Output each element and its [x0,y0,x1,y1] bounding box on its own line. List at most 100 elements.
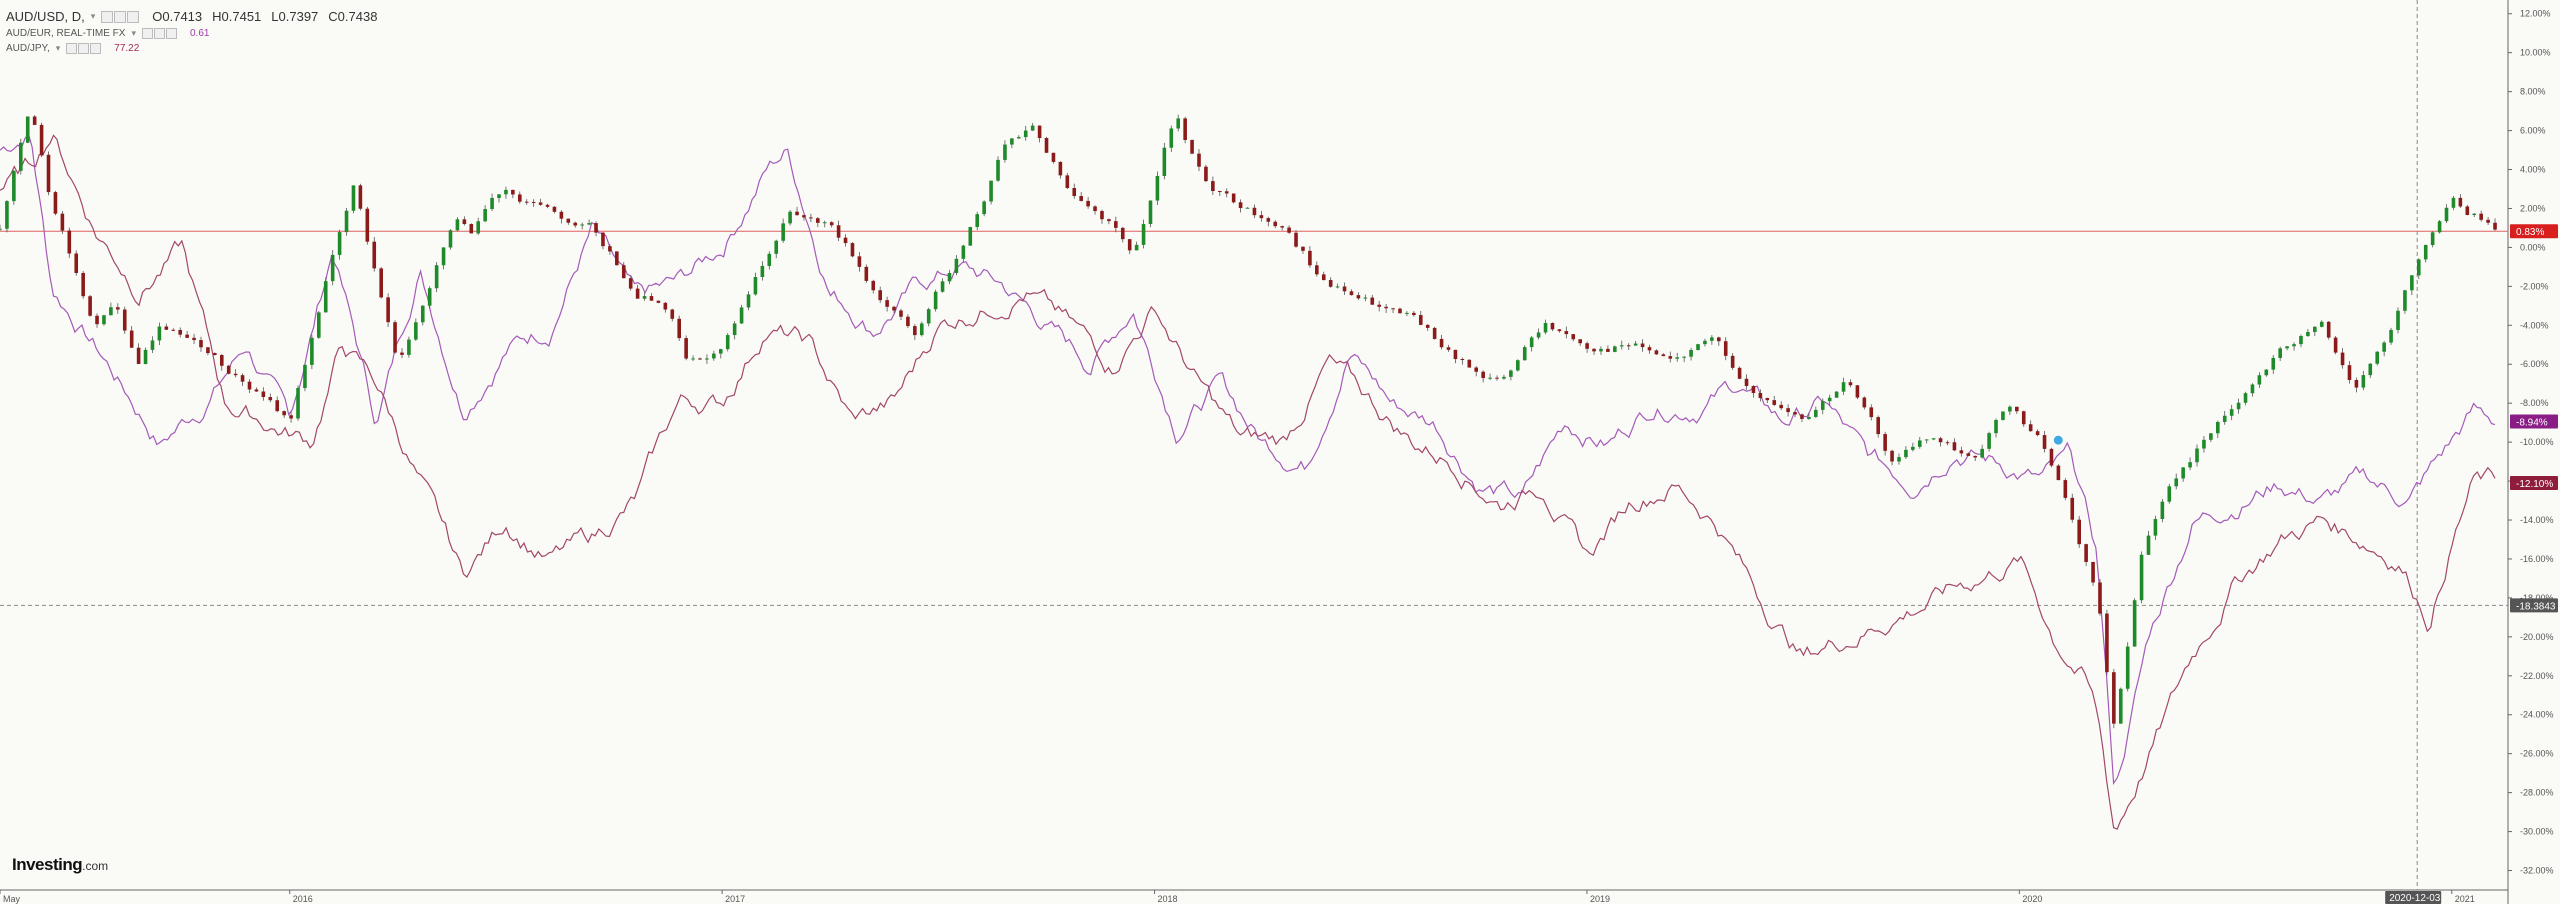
candle-body [1835,392,1839,398]
candle-body [1107,219,1111,221]
candle-body [1627,345,1631,346]
candle-body [1336,286,1340,287]
sub2-symbol[interactable]: AUD/JPY, [6,43,50,54]
close-icon[interactable] [127,11,139,23]
candle-body [615,251,619,265]
open-value: O0.7413 [152,9,202,24]
x-tick-label: 2017 [725,894,745,904]
candle-body [1322,274,1326,280]
candle-body [1807,417,1811,419]
settings-icon[interactable] [142,28,153,39]
candle-body [2015,407,2019,411]
candle-body [622,265,626,278]
candle-body [934,292,938,309]
candle-body [2320,322,2324,327]
candle-body [88,296,92,316]
candle-body [2251,385,2255,394]
candle-body [428,288,432,305]
sub1-symbol[interactable]: AUD/EUR, REAL-TIME FX [6,28,125,39]
candle-body [1128,239,1132,250]
candle-body [1433,328,1437,339]
hide-icon[interactable] [114,11,126,23]
x-tick-label: 2018 [1158,894,1178,904]
candle-body [1994,420,1998,433]
candle-body [1287,228,1291,233]
candle-body [851,243,855,256]
candle-body [504,190,508,194]
candle-body [379,268,383,297]
candle-body [587,223,591,224]
candle-body [2445,208,2449,221]
candle-body [885,300,889,307]
candle-body [1738,368,1742,379]
candle-body [768,254,772,266]
y-tick-label: 12.00% [2520,9,2551,19]
candle-body [511,190,515,195]
candle-body [2057,466,2061,481]
settings-icon[interactable] [66,43,77,54]
sub2-dropdown-icon[interactable]: ▾ [56,43,61,54]
candle-body [1890,451,1894,462]
sub2-value: 77.22 [114,43,139,54]
close-icon[interactable] [90,43,101,54]
candle-body [1786,408,1790,412]
candle-body [1717,337,1721,341]
candle-body [1114,221,1118,228]
hide-icon[interactable] [78,43,89,54]
candle-body [594,223,598,233]
sub1-dropdown-icon[interactable]: ▾ [131,28,136,39]
candle-body [74,253,78,272]
candle-body [747,294,751,307]
candle-body [858,256,862,267]
candle-body [1419,315,1423,325]
candle-body [1946,442,1950,443]
candle-body [476,221,480,233]
y-tick-label: -2.00% [2520,281,2549,291]
hide-icon[interactable] [154,28,165,39]
candle-body [2133,600,2137,646]
candle-body [1474,368,1478,372]
candle-body [1467,360,1471,368]
candle-body [525,202,529,203]
candle-body [1745,379,1749,386]
candle-body [2029,424,2033,431]
candle-body [941,281,945,291]
candle-body [2410,275,2414,290]
candle-body [1772,400,1776,405]
candle-body [171,330,175,331]
candle-body [2375,352,2379,364]
candle-body [2285,346,2289,348]
main-dropdown-icon[interactable]: ▾ [91,11,96,22]
candle-body [1599,349,1603,352]
legend-main-row: AUD/USD, D, ▾ O0.7413 H0.7451 L0.7397 C0… [6,6,377,26]
candle-body [1405,313,1409,314]
candle-body [393,322,397,352]
candle-body [1842,382,1846,391]
candle-body [1225,191,1229,193]
candle-body [989,181,993,202]
candle-body [830,222,834,225]
candle-body [2403,290,2407,310]
candle-body [95,316,99,324]
main-symbol[interactable]: AUD/USD, D, [6,9,85,24]
candle-body [774,241,778,254]
candle-body [165,327,169,330]
candle-body [733,323,737,335]
price-badge-label: 0.83% [2516,227,2544,238]
candle-body [352,185,356,210]
candle-body [1863,398,1867,408]
candle-body [81,273,85,296]
legend-sub2-row: AUD/JPY, ▾ 77.22 [6,41,377,56]
candle-body [2202,440,2206,449]
candle-body [1814,410,1818,417]
settings-icon[interactable] [101,11,113,23]
candle-body [1876,417,1880,434]
close-icon[interactable] [166,28,177,39]
y-axis-panel [2509,0,2560,904]
candle-body [1280,226,1284,227]
candle-body [1218,191,1222,192]
candle-body [109,307,113,315]
candle-body [2306,332,2310,336]
